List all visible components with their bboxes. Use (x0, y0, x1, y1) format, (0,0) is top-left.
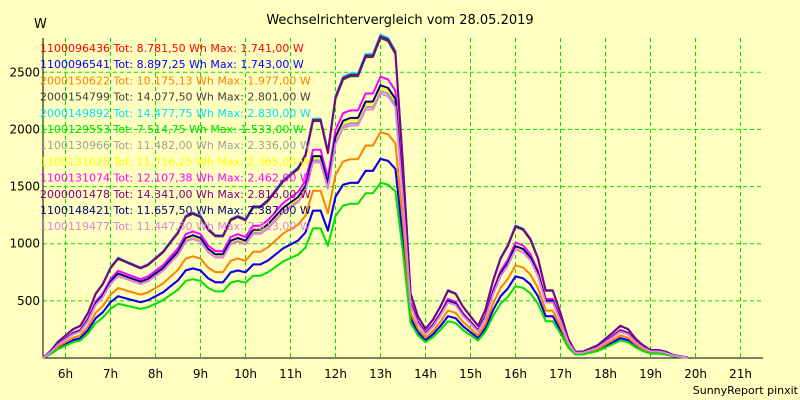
legend-entry-2000149892: 2000149892 Tot: 14.477,75 Wh Max: 2.830,… (40, 107, 311, 120)
axes (42, 38, 763, 359)
x-tick-label: 20h (684, 367, 707, 381)
x-tick-label: 7h (103, 367, 118, 381)
x-tick-label: 11h (279, 367, 302, 381)
x-tick-label: 18h (594, 367, 617, 381)
legend-entry-1100131025: 1100131025 Tot: 11.716,25 Wh Max: 2.365,… (40, 155, 311, 168)
x-tick-label: 14h (414, 367, 437, 381)
legend-entry-2000001478: 2000001478 Tot: 14.341,00 Wh Max: 2.816,… (40, 188, 311, 201)
x-tick-label: 10h (234, 367, 257, 381)
legend-entry-2000150622: 2000150622 Tot: 10.175,13 Wh Max: 1.977,… (40, 74, 311, 87)
y-tick-label: 500 (17, 294, 40, 308)
credit-text: SunnyReport pinxit (693, 384, 799, 397)
x-tick-label: 16h (504, 367, 527, 381)
chart-title: Wechselrichtervergleich vom 28.05.2019 (266, 13, 533, 28)
ticks: 500 1000 1500 2000 2500 6h 7h 8h 9h 10h 11h 12h 13h 1… (9, 65, 751, 381)
series-line-1100129553 (42, 181, 688, 359)
x-tick-label: 13h (369, 367, 392, 381)
y-tick-label: 1000 (9, 237, 40, 251)
legend-entry-1100148421: 1100148421 Tot: 11.657,50 Wh Max: 2.387,… (40, 204, 311, 217)
y-tick-label: 2000 (9, 122, 40, 136)
legend-entry-1100131074: 1100131074 Tot: 12.107,38 Wh Max: 2.462,… (40, 172, 311, 185)
legend-entry-1100119477: 1100119477 Tot: 11.447,50 Wh Max: 2.313,… (40, 220, 311, 233)
legend-entry-1100096541: 1100096541 Tot: 8.897,25 Wh Max: 1.743,0… (40, 58, 304, 71)
series-line-1100119477 (42, 92, 688, 359)
legend: 1100096436 Tot: 8.781,50 Wh Max: 1.741,0… (40, 42, 311, 233)
x-tick-label: 19h (639, 367, 662, 381)
x-tick-label: 17h (549, 367, 572, 381)
x-tick-label: 9h (193, 367, 208, 381)
legend-entry-1100129553: 1100129553 Tot: 7.514,75 Wh Max: 1.533,0… (40, 123, 304, 136)
x-tick-label: 12h (324, 367, 347, 381)
legend-entry-1100130966: 1100130966 Tot: 11.482,00 Wh Max: 2.336,… (40, 139, 311, 152)
y-axis-unit: W (34, 17, 47, 32)
legend-entry-2000154799: 2000154799 Tot: 14.077,50 Wh Max: 2.801,… (40, 91, 311, 104)
x-tick-label: 8h (148, 367, 163, 381)
y-tick-label: 1500 (9, 180, 40, 194)
legend-entry-1100096436: 1100096436 Tot: 8.781,50 Wh Max: 1.741,0… (40, 42, 304, 55)
x-tick-label: 21h (729, 367, 752, 381)
x-tick-label: 6h (58, 367, 73, 381)
x-tick-label: 15h (459, 367, 482, 381)
y-tick-label: 2500 (9, 65, 40, 79)
series-lines (42, 33, 688, 359)
